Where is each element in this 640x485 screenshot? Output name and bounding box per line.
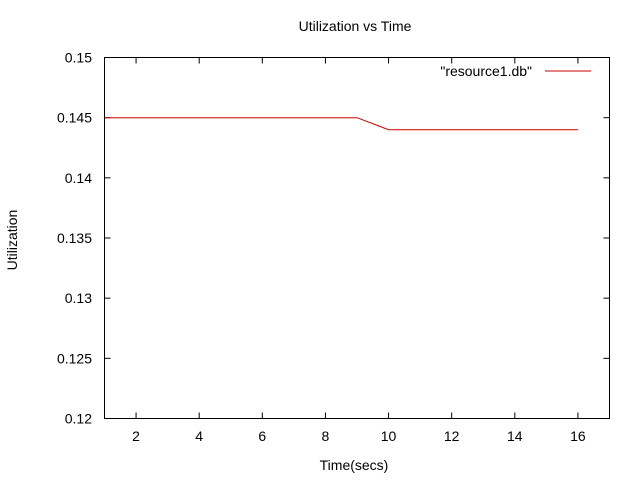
x-axis-label: Time(secs) bbox=[320, 457, 389, 473]
y-tick-label: 0.13 bbox=[65, 290, 92, 306]
x-tick-label: 12 bbox=[444, 428, 460, 444]
plot-frame bbox=[104, 57, 610, 419]
y-axis-ticks: 0.12 0.125 0.13 0.135 0.14 0.145 0.15 bbox=[57, 50, 610, 427]
series-line bbox=[104, 117, 578, 131]
y-tick-label: 0.12 bbox=[65, 411, 92, 427]
x-tick-label: 16 bbox=[570, 428, 586, 444]
y-tick-label: 0.15 bbox=[65, 50, 92, 66]
x-tick-label: 2 bbox=[132, 428, 140, 444]
x-tick-label: 4 bbox=[195, 428, 203, 444]
y-tick-label: 0.14 bbox=[65, 170, 92, 186]
chart-title: Utilization vs Time bbox=[299, 18, 412, 34]
series-layer bbox=[104, 117, 578, 131]
y-tick-label: 0.145 bbox=[57, 110, 92, 126]
x-tick-label: 6 bbox=[258, 428, 266, 444]
y-axis-label: Utilization bbox=[4, 210, 20, 271]
legend-label: "resource1.db" bbox=[440, 63, 532, 79]
y-tick-label: 0.125 bbox=[57, 350, 92, 366]
y-tick-label: 0.135 bbox=[57, 230, 92, 246]
x-axis-ticks: 2 4 6 8 10 12 14 16 bbox=[132, 57, 586, 444]
x-tick-label: 8 bbox=[322, 428, 330, 444]
x-tick-label: 14 bbox=[507, 428, 523, 444]
legend: "resource1.db" bbox=[440, 63, 591, 79]
x-tick-label: 10 bbox=[381, 428, 397, 444]
